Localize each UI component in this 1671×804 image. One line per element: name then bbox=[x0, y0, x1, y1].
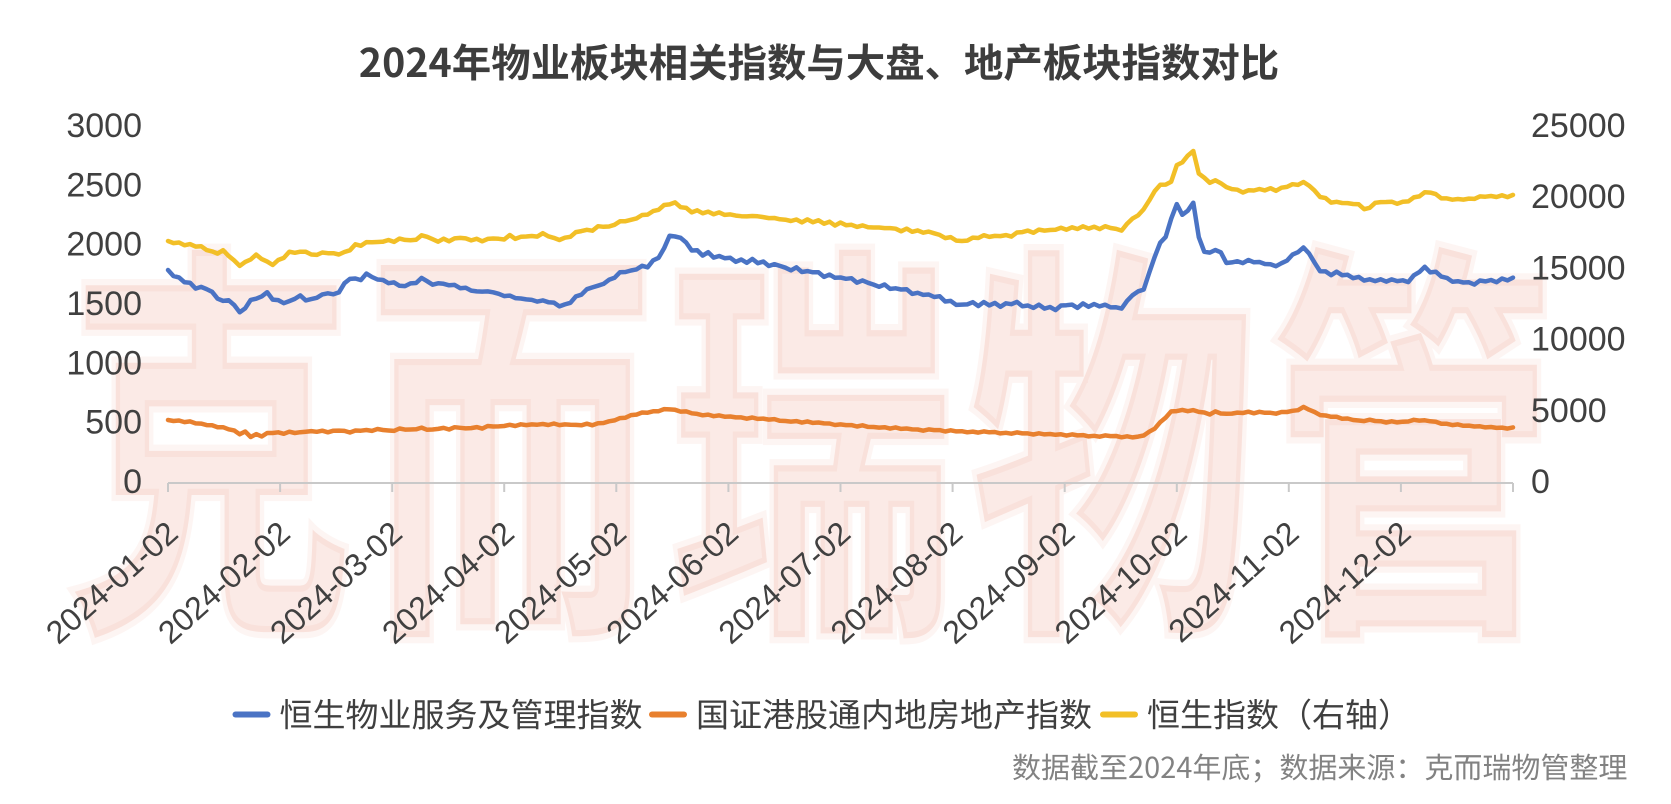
svg-text:10000: 10000 bbox=[1531, 321, 1626, 359]
svg-text:5000: 5000 bbox=[1531, 392, 1607, 430]
svg-text:25000: 25000 bbox=[1531, 107, 1626, 145]
svg-text:0: 0 bbox=[123, 463, 142, 501]
svg-text:15000: 15000 bbox=[1531, 249, 1626, 287]
svg-text:1500: 1500 bbox=[66, 285, 142, 323]
svg-text:2500: 2500 bbox=[66, 166, 142, 204]
svg-text:500: 500 bbox=[85, 404, 142, 442]
svg-text:3000: 3000 bbox=[66, 107, 142, 145]
svg-text:0: 0 bbox=[1531, 463, 1550, 501]
svg-text:2000: 2000 bbox=[66, 226, 142, 264]
svg-text:20000: 20000 bbox=[1531, 178, 1626, 216]
svg-text:1000: 1000 bbox=[66, 344, 142, 382]
